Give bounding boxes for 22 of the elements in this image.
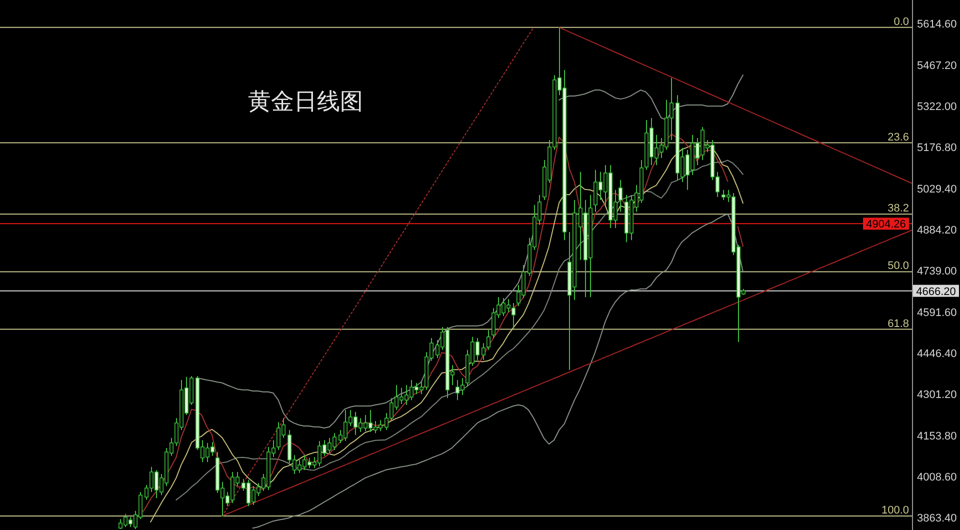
annotation: 61.8 xyxy=(888,318,909,330)
text: 黄金日线图 xyxy=(248,89,363,114)
annotation: 23.6 xyxy=(888,131,909,144)
y-tick-label: 4591.60 xyxy=(917,306,957,319)
y-tick-label: 5029.40 xyxy=(917,183,957,196)
ref-line-label: 4666.20 xyxy=(916,286,956,298)
y-tick-label: 3863.40 xyxy=(917,512,957,524)
annotation: 38.2 xyxy=(888,202,909,215)
y-tick-label: 5614.60 xyxy=(917,18,957,30)
y-tick-label: 4739.00 xyxy=(917,265,957,278)
y-tick-label: 5467.20 xyxy=(917,60,957,72)
annotation: 50.0 xyxy=(888,260,909,272)
y-tick-label: 4884.20 xyxy=(917,224,957,236)
annotation: 0.0 xyxy=(894,16,909,28)
y-tick-label: 4446.40 xyxy=(917,348,957,360)
y-tick-label: 4008.60 xyxy=(917,471,957,484)
y-tick-label: 5176.80 xyxy=(917,142,957,154)
ref-line-label: 4904.26 xyxy=(866,218,906,231)
y-tick-label: 4153.80 xyxy=(917,430,957,442)
y-tick-label: 5322.00 xyxy=(917,100,957,113)
annotation: 100.0 xyxy=(881,504,909,517)
y-tick-label: 4301.20 xyxy=(917,388,957,401)
